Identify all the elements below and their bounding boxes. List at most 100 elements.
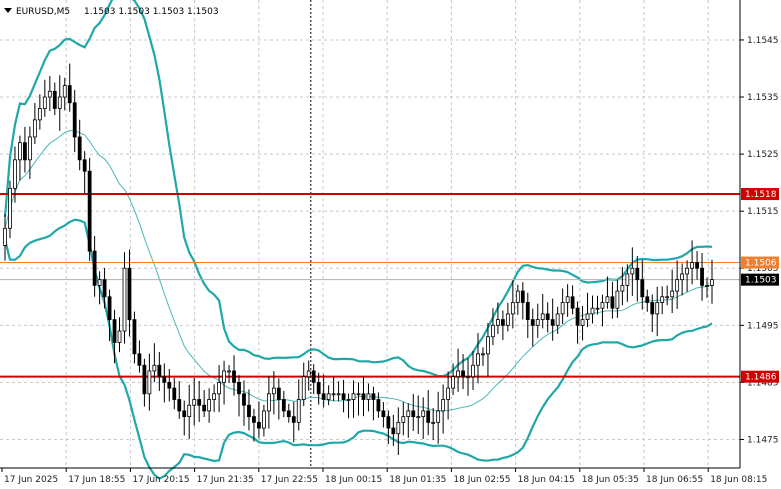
candle-body [376, 399, 381, 412]
price-tick-label: 1.1495 [747, 321, 779, 331]
time-tick-label: 17 Jun 21:35 [197, 475, 254, 485]
candle-body [3, 227, 7, 246]
candle-body [675, 279, 680, 292]
candle-body [227, 370, 231, 373]
candle-body [705, 284, 709, 287]
candle-body [18, 142, 22, 161]
candle-body [192, 399, 197, 406]
horizontal-levels[interactable] [0, 193, 740, 378]
candle-body [232, 370, 236, 383]
candle-body [242, 393, 246, 406]
candle-body [361, 393, 366, 400]
candlestick-series [3, 63, 714, 455]
candle-body [271, 387, 276, 395]
level-price-tag-text: 1.1486 [745, 373, 777, 383]
candle-body [436, 410, 441, 423]
candle-body [565, 296, 570, 303]
candle-body [57, 96, 62, 109]
price-tick-label: 1.1525 [747, 150, 779, 160]
candle-body [640, 279, 645, 298]
price-axis[interactable]: 1.1475 1.1485 1.1495 1.1505 1.1515 1.1525 1.15… [740, 36, 779, 446]
candle-body [605, 296, 610, 303]
candle-body [306, 370, 311, 378]
candle-body [62, 85, 67, 98]
bollinger-lower-band [3, 218, 713, 480]
candle-body [660, 296, 665, 303]
candle-body [47, 90, 52, 98]
price-tick-label: 1.1535 [747, 93, 779, 103]
time-tick-label: 18 Jun 05:35 [582, 475, 639, 485]
candle-body [147, 370, 152, 395]
candle-body [13, 159, 17, 189]
price-tick-label: 1.1545 [747, 36, 779, 46]
candle-body [237, 381, 241, 395]
price-tick-label: 1.1475 [747, 435, 779, 445]
candle-body [580, 319, 585, 326]
candle-body [481, 353, 485, 356]
level-price-tag-text: 1.1506 [745, 259, 777, 269]
candle-body [102, 279, 107, 298]
time-tick-label: 17 Jun 2025 [4, 475, 58, 485]
collapse-triangle-icon[interactable] [4, 8, 12, 13]
price-tick-label: 1.1505 [747, 264, 779, 274]
candle-body [555, 313, 560, 326]
candle-body [401, 416, 406, 423]
candle-body [700, 267, 704, 286]
candle-body [281, 399, 286, 412]
current-price-tag-text: 1.1503 [745, 276, 777, 286]
candle-body [471, 364, 475, 378]
candle-body [665, 296, 670, 299]
candle-body [560, 302, 565, 315]
candle-body [217, 381, 221, 395]
candle-body [77, 136, 82, 161]
candle-body [610, 296, 615, 309]
time-axis[interactable]: 17 Jun 2025 17 Jun 18:55 17 Jun 20:15 17 Ju… [1, 468, 767, 485]
candle-body [426, 410, 431, 423]
candle-body [82, 159, 87, 172]
candle-body [416, 416, 421, 419]
candle-body [87, 170, 92, 252]
price-tick-label: 1.1515 [747, 207, 779, 217]
candle-body [266, 393, 271, 412]
candle-body [710, 279, 714, 286]
time-tick-label: 18 Jun 06:55 [646, 475, 703, 485]
time-tick-label: 18 Jun 04:15 [518, 475, 575, 485]
candle-body [276, 387, 281, 400]
time-tick-label: 18 Jun 08:15 [710, 475, 767, 485]
candle-body [645, 296, 650, 303]
candle-body [595, 307, 600, 310]
candle-body [142, 364, 147, 395]
candle-body [620, 284, 625, 292]
candle-body [510, 302, 515, 315]
candle-body [680, 273, 685, 281]
candle-body [222, 370, 226, 383]
candle-body [456, 370, 460, 378]
candle-body [550, 319, 555, 326]
candle-body [520, 290, 525, 303]
candle-body [655, 302, 660, 315]
candle-body [505, 313, 510, 326]
candle-body [321, 393, 326, 400]
candle-body [137, 353, 142, 366]
candle-body [491, 324, 495, 338]
candle-body [42, 96, 47, 109]
level-price-tag [741, 256, 779, 269]
candle-body [311, 370, 316, 383]
level-price-tag [741, 370, 779, 383]
candle-body [600, 302, 605, 309]
candle-body [27, 136, 32, 161]
candle-body [97, 279, 102, 286]
candle-body [670, 290, 675, 298]
candle-body [167, 381, 172, 389]
candle-body [127, 267, 132, 321]
candle-body [132, 319, 137, 355]
candle-body [177, 399, 182, 412]
candle-body [52, 90, 57, 109]
candle-body [23, 142, 27, 161]
candle-body [451, 376, 455, 389]
candle-body [625, 273, 630, 286]
candle-body [247, 404, 251, 418]
